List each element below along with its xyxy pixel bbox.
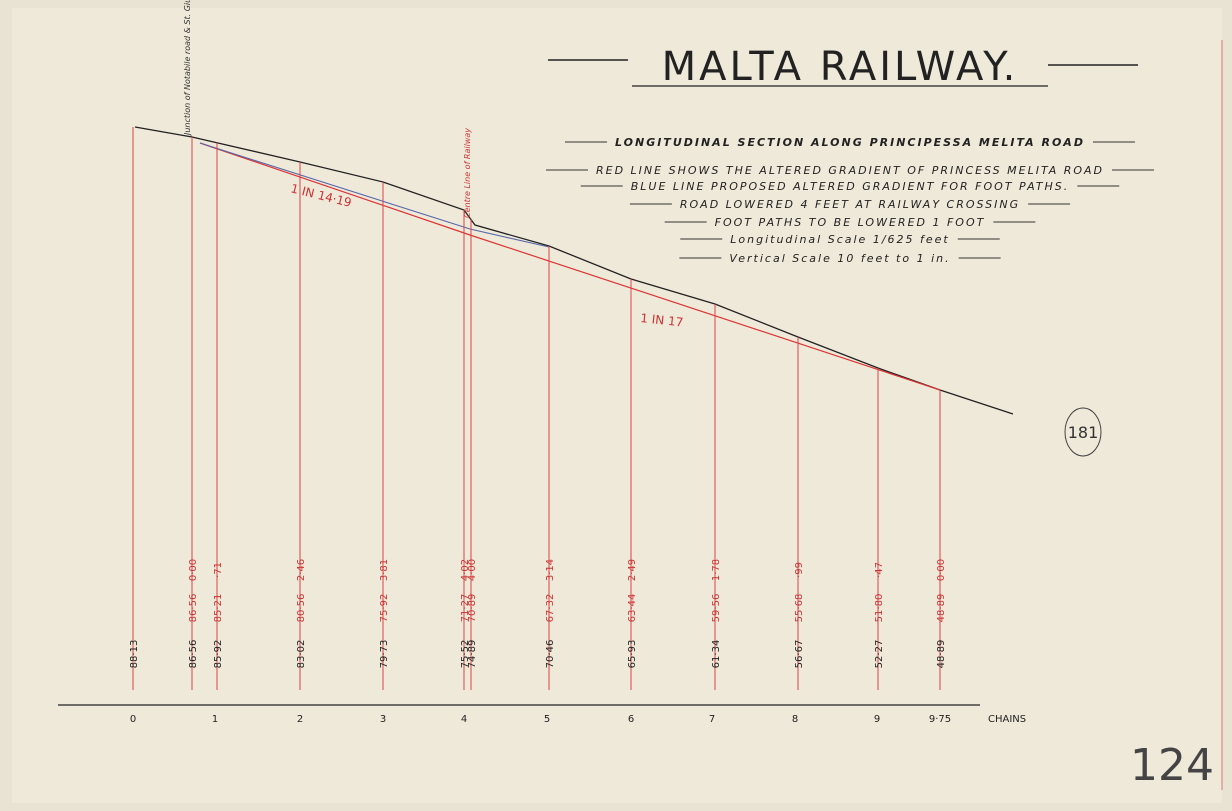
cut-depth: 4·02	[460, 559, 471, 581]
chain-label: 7	[709, 714, 715, 725]
cut-depth: 0·00	[188, 559, 199, 581]
note: Longitudinal Scale 1/625 feet	[730, 233, 949, 246]
junction-note: Junction of Notabile road & St. Giuseppe…	[183, 0, 192, 137]
altered-level: 48·89	[936, 594, 947, 623]
sheet	[12, 8, 1222, 803]
cut-depth: 1·78	[711, 559, 722, 581]
existing-level: 61·34	[711, 640, 722, 669]
chain-label: 8	[792, 714, 798, 725]
chain-label: 3	[380, 714, 386, 725]
altered-level: 55·68	[794, 594, 805, 623]
cut-depth: ·99	[794, 562, 805, 578]
note: Vertical Scale 10 feet to 1 in.	[729, 252, 950, 265]
title: MALTA RAILWAY.	[662, 44, 1019, 90]
railway-note: Centre Line of Railway	[463, 128, 472, 218]
cut-depth: 2·49	[627, 559, 638, 581]
chain-label: 5	[544, 714, 550, 725]
gradient-label: 1 IN 17	[640, 311, 684, 329]
altered-level: 51·80	[874, 594, 885, 623]
cut-depth: 3·14	[545, 559, 556, 581]
chain-label: 1	[212, 714, 218, 725]
altered-gradient	[199, 142, 941, 391]
existing-level: 65·93	[627, 640, 638, 669]
chain-label: 9·75	[929, 714, 951, 725]
altered-level: 71·27	[460, 594, 471, 623]
cut-depth: 0·00	[936, 559, 947, 581]
existing-level: 70·46	[545, 640, 556, 669]
folio: 124	[1130, 740, 1214, 791]
altered-level: 70·89	[467, 594, 478, 623]
altered-level: 67·32	[545, 594, 556, 623]
chain-label: 4	[461, 714, 467, 725]
altered-level: 59·56	[711, 594, 722, 623]
existing-level: 85·92	[213, 640, 224, 669]
note: LONGITUDINAL SECTION ALONG PRINCIPESSA M…	[615, 136, 1085, 149]
altered-level: 75·92	[379, 594, 390, 623]
cut-depth: 3·81	[379, 559, 390, 581]
chain-label: 2	[297, 714, 303, 725]
altered-level: 86·56	[188, 594, 199, 623]
note: RED LINE SHOWS THE ALTERED GRADIENT OF P…	[596, 164, 1104, 177]
altered-level: 85·21	[213, 594, 224, 623]
cut-depth: ·71	[213, 562, 224, 578]
footpath-gradient	[199, 142, 550, 248]
stamp: 181	[1068, 423, 1099, 442]
existing-level: 83·02	[296, 640, 307, 669]
note: BLUE LINE PROPOSED ALTERED GRADIENT FOR …	[631, 180, 1070, 193]
chains-unit: CHAINS	[988, 714, 1026, 725]
existing-level: 52·27	[874, 640, 885, 669]
altered-level: 80·56	[296, 594, 307, 623]
stamp-ring	[1064, 407, 1102, 457]
chain-label: 6	[628, 714, 634, 725]
existing-level: 48·89	[936, 640, 947, 669]
existing-level: 56·67	[794, 640, 805, 669]
note: ROAD LOWERED 4 FEET AT RAILWAY CROSSING	[680, 198, 1020, 211]
altered-level: 63·44	[627, 594, 638, 623]
existing-level: 79·73	[379, 640, 390, 669]
existing-level: 75·52	[460, 640, 471, 669]
cut-depth: ·47	[874, 562, 885, 578]
cut-depth: 2·46	[296, 559, 307, 581]
notes: LONGITUDINAL SECTION ALONG PRINCIPESSA M…	[545, 136, 1155, 265]
note: FOOT PATHS TO BE LOWERED 1 FOOT	[715, 216, 986, 229]
chain-label: 9	[874, 714, 880, 725]
existing-level: 86·56	[188, 640, 199, 669]
cut-depth: 4·00	[467, 559, 478, 581]
existing-level: 74·89	[467, 640, 478, 669]
chain-label: 0	[130, 714, 136, 725]
stations: 88·13 86·5686·560·0085·9285·21·7183·0280·…	[129, 127, 951, 725]
existing-level: 88·13	[129, 640, 140, 669]
